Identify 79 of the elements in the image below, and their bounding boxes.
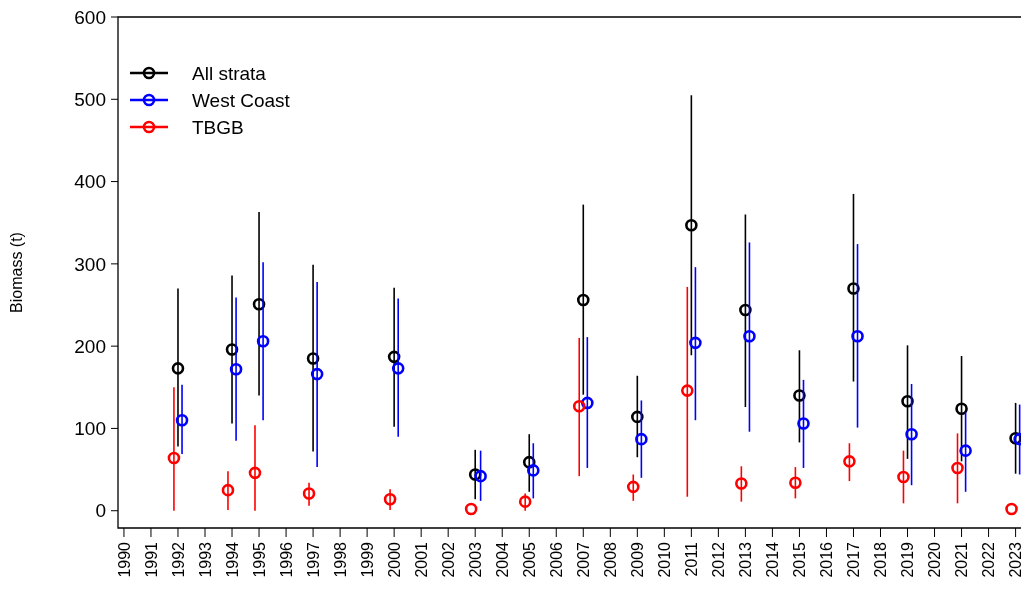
x-tick-label: 2008 <box>601 541 619 578</box>
x-tick-label: 2009 <box>628 541 646 578</box>
y-tick-label: 0 <box>95 500 106 522</box>
point <box>221 483 235 497</box>
x-tick-label: 1991 <box>142 541 160 578</box>
point <box>310 367 324 381</box>
legend-label: West Coast <box>192 89 291 111</box>
x-tick-label: 2023 <box>1007 541 1021 578</box>
x-tick-label: 2003 <box>466 541 484 578</box>
y-tick-label: 100 <box>74 418 106 440</box>
y-tick-label: 400 <box>74 171 106 193</box>
legend-label: TBGB <box>192 116 244 138</box>
x-tick-label: 1998 <box>331 541 349 578</box>
x-tick-label: 2006 <box>547 541 565 578</box>
point <box>229 362 243 376</box>
x-tick-label: 1995 <box>250 541 268 578</box>
point <box>951 461 964 475</box>
x-tick-label: 2007 <box>574 541 592 578</box>
point <box>685 218 698 232</box>
x-tick-label: 2012 <box>709 541 727 578</box>
x-tick-label: 1996 <box>277 541 295 578</box>
y-tick-label: 500 <box>74 88 106 110</box>
x-tick-label: 2013 <box>737 541 754 578</box>
point <box>689 336 702 350</box>
x-tick-label: 2014 <box>764 541 782 578</box>
x-tick-label: 2002 <box>439 541 457 578</box>
x-tick-label: 2022 <box>980 541 998 578</box>
point <box>256 334 270 348</box>
point <box>955 402 968 415</box>
point <box>518 495 532 508</box>
point <box>851 329 864 343</box>
x-tick-label: 1999 <box>358 541 376 578</box>
point <box>474 469 487 483</box>
point <box>302 487 316 500</box>
point <box>789 476 802 490</box>
point <box>167 451 181 465</box>
point <box>171 362 185 375</box>
point <box>635 432 648 446</box>
point <box>797 417 810 430</box>
x-tick-label: 1992 <box>169 541 187 578</box>
y-axis-title: Biomass (t) <box>8 232 25 313</box>
point <box>383 492 397 506</box>
x-tick-label: 2005 <box>520 541 538 578</box>
point <box>743 329 756 343</box>
x-tick-label: 1994 <box>223 541 241 578</box>
point <box>681 384 694 397</box>
x-tick-label: 2010 <box>655 541 673 578</box>
point <box>905 427 918 441</box>
point <box>464 502 478 516</box>
x-tick-label: 2018 <box>872 541 890 578</box>
point <box>175 413 189 427</box>
y-tick-label: 200 <box>74 335 106 357</box>
point <box>897 470 910 484</box>
x-tick-label: 2011 <box>682 541 700 577</box>
x-tick-label: 2021 <box>953 541 971 578</box>
legend-label: All strata <box>192 62 267 84</box>
x-tick-label: 2004 <box>493 541 511 578</box>
point <box>959 444 972 457</box>
x-tick-label: 2019 <box>899 541 917 578</box>
point <box>1005 502 1018 516</box>
y-tick-label: 600 <box>74 6 106 28</box>
x-tick-label: 1990 <box>115 541 133 578</box>
x-tick-label: 2001 <box>412 541 430 578</box>
point <box>526 464 540 477</box>
x-tick-label: 2015 <box>791 541 809 578</box>
point <box>626 480 640 494</box>
x-tick-label: 1993 <box>196 541 214 578</box>
x-tick-label: 1997 <box>304 541 322 578</box>
x-tick-label: 2000 <box>385 541 403 578</box>
x-tick-label: 2020 <box>926 541 944 578</box>
point <box>572 399 586 413</box>
x-tick-label: 2017 <box>845 541 863 578</box>
x-tick-label: 2016 <box>818 541 836 578</box>
y-tick-label: 300 <box>74 253 106 275</box>
point <box>843 455 856 468</box>
point <box>248 466 262 480</box>
point <box>391 362 405 375</box>
point <box>576 293 590 307</box>
point <box>735 477 748 490</box>
